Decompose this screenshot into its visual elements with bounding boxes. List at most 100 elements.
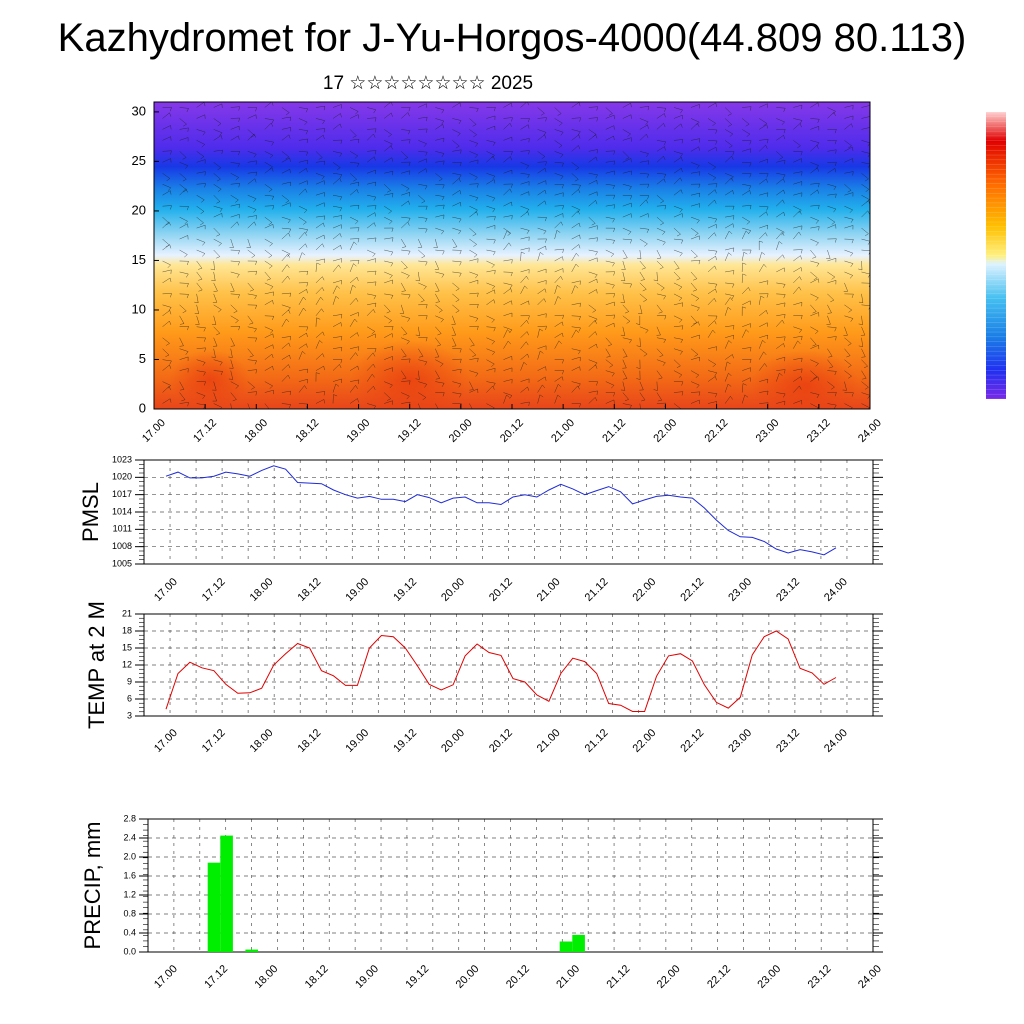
wind-barb-flag: [511, 201, 513, 207]
heatmap-field: [154, 102, 870, 409]
wind-barb: [315, 365, 324, 371]
wind-barb-flag: [306, 271, 309, 276]
wind-barb-flag: [712, 177, 717, 181]
wind-barb-flag: [455, 299, 460, 302]
wind-barb-flag: [681, 139, 684, 144]
wind-barb-flag: [596, 106, 598, 111]
wind-barb: [724, 230, 730, 240]
wind-barb-flag: [200, 156, 205, 160]
wind-barb-flag: [562, 315, 564, 320]
wind-barb: [861, 105, 870, 108]
wind-barb: [554, 340, 560, 349]
wind-barb: [673, 249, 683, 254]
wind-barb: [332, 347, 342, 349]
wind-barb-flag: [323, 106, 326, 111]
wind-barb: [247, 282, 254, 290]
wind-barb-flag: [762, 340, 766, 344]
wind-barb-flag: [765, 144, 768, 149]
wind-barb: [503, 259, 513, 262]
wind-barb-flag: [287, 219, 291, 224]
wind-barb-flag: [255, 215, 257, 220]
heatmap-x-tick-label: 20.12: [498, 417, 526, 445]
wind-barb-flag: [202, 362, 206, 366]
wind-barb: [435, 304, 443, 311]
wind-barb-flag: [492, 142, 496, 146]
pmsl-x-tick-label: 21.12: [583, 576, 611, 604]
wind-barb: [264, 333, 274, 338]
wind-barb-flag: [509, 188, 512, 193]
wind-barb: [503, 282, 513, 286]
wind-barb: [383, 112, 392, 119]
pmsl-y-tick-label: 1008: [112, 541, 132, 551]
wind-barb-flag: [425, 152, 428, 156]
wind-barb-flag: [834, 162, 837, 167]
wind-barb-flag: [851, 239, 854, 244]
wind-barb: [690, 192, 700, 196]
wind-barb: [622, 260, 626, 270]
wind-barb-flag: [510, 156, 513, 161]
wind-barb-flag: [306, 168, 308, 173]
wind-barb: [520, 173, 530, 175]
wind-barb: [690, 315, 698, 323]
wind-barb: [367, 281, 377, 284]
wind-barb: [452, 149, 462, 152]
wind-barb: [793, 192, 803, 196]
wind-barb-flag: [676, 233, 681, 237]
wind-barb-flag: [306, 333, 308, 338]
wind-barb: [162, 238, 170, 246]
wind-barb: [503, 123, 511, 130]
wind-barb-flag: [679, 252, 683, 257]
wind-barb: [861, 403, 870, 408]
wind-barb-flag: [750, 347, 752, 352]
wind-barb: [350, 238, 360, 240]
wind-barb-flag: [801, 171, 803, 176]
wind-barb: [571, 162, 580, 168]
wind-barb-flag: [288, 228, 292, 233]
wind-barb-flag: [595, 251, 598, 256]
wind-barb-flag: [408, 130, 411, 135]
wind-barb-flag: [437, 333, 442, 336]
wind-barb: [673, 123, 682, 130]
wind-barb-flag: [422, 397, 426, 401]
wind-barb: [435, 293, 440, 302]
wind-barb-flag: [477, 358, 479, 363]
wind-barb-flag: [408, 294, 411, 299]
wind-barb-flag: [340, 359, 343, 364]
wind-barb: [724, 340, 729, 349]
wind-barb-flag: [424, 185, 428, 190]
wind-barb-flag: [544, 168, 547, 173]
pmsl-x-tick-label: 19.00: [343, 576, 371, 604]
wind-barb-flag: [372, 352, 376, 357]
wind-barb-flag: [255, 337, 257, 342]
wind-barb-flag: [182, 310, 187, 314]
wind-barb: [179, 368, 189, 371]
wind-barb-flag: [681, 391, 684, 396]
wind-barb: [588, 304, 597, 311]
wind-barb: [844, 146, 853, 152]
wind-barb: [298, 188, 306, 196]
wind-barb: [469, 140, 478, 144]
wind-barb-flag: [800, 151, 803, 156]
wind-barb: [537, 313, 547, 317]
wind-barb: [469, 118, 477, 125]
wind-barb: [622, 249, 628, 258]
wind-barb-flag: [613, 160, 615, 165]
wind-barb-flag: [185, 165, 189, 169]
wind-barb: [622, 271, 626, 281]
wind-barb-flag: [766, 293, 769, 298]
wind-barb: [707, 346, 717, 349]
wind-barb: [605, 359, 613, 366]
wind-barb-flag: [202, 395, 206, 400]
wind-barb: [725, 293, 734, 297]
wind-barb-flag: [217, 167, 221, 171]
wind-barb-flag: [441, 120, 445, 125]
wind-barb-flag: [596, 344, 598, 349]
wind-barb-flag: [408, 107, 411, 112]
wind-barb-flag: [728, 373, 732, 377]
wind-barb: [213, 293, 218, 303]
wind-barb-flag: [341, 215, 343, 220]
wind-barb: [162, 150, 172, 152]
wind-barb-flag: [662, 241, 666, 246]
wind-barb-flag: [237, 294, 240, 299]
